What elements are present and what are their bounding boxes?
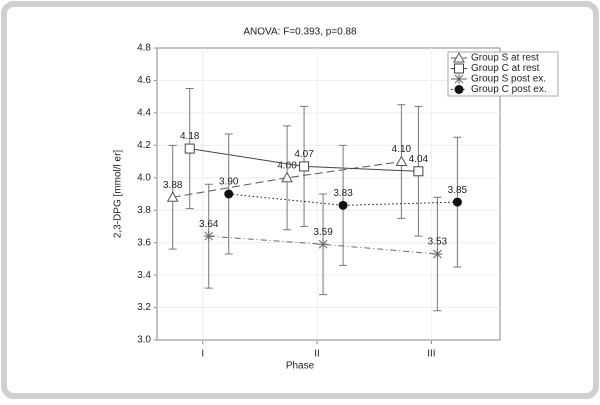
marker: [224, 189, 234, 199]
data-label: 4.07: [294, 149, 314, 160]
x-tick-label: II: [314, 349, 320, 360]
series-line: [208, 235, 438, 255]
data-label: 3.53: [428, 237, 448, 248]
x-axis-label: Phase: [286, 361, 315, 372]
marker: [184, 143, 195, 154]
data-label: 4.04: [409, 154, 429, 165]
data-label: 3.64: [199, 219, 219, 230]
data-label: 4.18: [180, 131, 200, 142]
legend-marker: [454, 63, 464, 74]
y-tick-label: 3.8: [137, 205, 151, 216]
legend-marker: [454, 85, 464, 94]
legend-label: Group S post ex.: [471, 74, 546, 85]
frame: [1, 1, 599, 399]
marker: [452, 197, 462, 207]
data-label: 3.83: [333, 188, 353, 199]
marker: [299, 161, 310, 172]
data-label: 4.10: [392, 144, 412, 155]
y-tick-label: 4.4: [137, 108, 151, 119]
legend-marker: [454, 74, 464, 84]
y-tick-label: 3.4: [137, 270, 151, 281]
data-label: 3.85: [448, 185, 468, 196]
data-label: 4.00: [277, 160, 297, 171]
data-label: 3.59: [313, 227, 333, 238]
plot-area: [156, 47, 501, 341]
y-tick-label: 4.6: [137, 75, 151, 86]
marker: [281, 171, 293, 183]
y-tick-label: 3.2: [137, 302, 151, 313]
chart-title: ANOVA: F=0.393, p=0.88: [243, 27, 357, 38]
marker: [413, 166, 424, 177]
legend-label: Group S at rest: [471, 53, 539, 64]
y-tick-label: 3.6: [137, 237, 151, 248]
legend-label: Group C at rest: [471, 63, 540, 74]
y-tick-label: 4.2: [137, 140, 151, 151]
marker: [432, 249, 443, 260]
marker: [318, 239, 329, 250]
x-tick-label: III: [427, 349, 435, 360]
marker: [338, 200, 348, 210]
legend-box: [447, 51, 559, 97]
data-label: 3.88: [163, 180, 183, 191]
legend-marker: [453, 51, 465, 63]
y-tick-label: 3.0: [137, 335, 151, 346]
y-tick-label: 4.0: [137, 172, 151, 183]
marker: [203, 231, 214, 242]
marker: [166, 191, 179, 202]
x-tick-label: I: [201, 349, 204, 360]
data-label: 3.90: [219, 177, 239, 188]
legend-label: Group C post ex.: [471, 84, 547, 95]
y-tick-label: 4.8: [137, 43, 151, 54]
marker: [395, 155, 408, 167]
y-axis-label: 2,3-DPG [mmol/l er]: [113, 150, 124, 239]
